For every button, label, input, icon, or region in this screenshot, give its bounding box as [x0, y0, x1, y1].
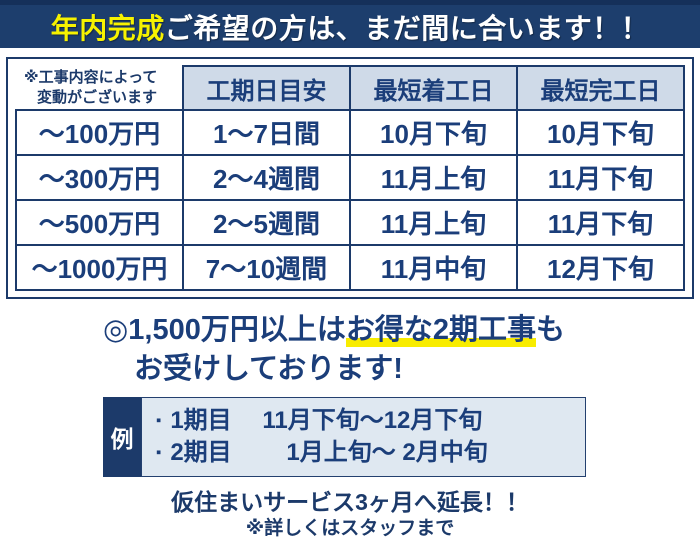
row-label: ～500万円 — [15, 199, 184, 246]
table-header-row: ※工事内容によって 変動がございます 工期日目安 最短着工日 最短完工日 — [16, 65, 685, 111]
table-row: ～1000万円 7～10週間 11月中旬 12月下旬 — [15, 244, 685, 291]
promo-line1: ◎1,500万円以上はお得な2期工事も — [103, 310, 700, 350]
table-note: ※工事内容によって 変動がございます — [16, 66, 183, 110]
row-label: ～1000万円 — [15, 244, 184, 291]
cell-finish: 11月下旬 — [516, 154, 685, 201]
row-label: ～300万円 — [15, 154, 184, 201]
footer-note-text: ※詳しくはスタッフまで — [245, 518, 455, 539]
cell-start: 11月中旬 — [349, 244, 518, 291]
example-item-text: 1期目 11月下旬～12月下旬 — [170, 407, 483, 434]
example-tab-label: 例 — [103, 397, 141, 477]
promo-section: ◎1,500万円以上はお得な2期工事も お受けしております! — [103, 310, 700, 388]
banner-highlight-text: 年内完成 — [50, 12, 165, 44]
example-item: ▪ 1期目 11月下旬～12月下旬 — [156, 405, 585, 437]
cell-start: 11月上旬 — [349, 199, 518, 246]
cell-start: 10月下旬 — [349, 109, 518, 156]
footer-section: 仮住まいサービス3ヶ月へ延長！！ ※詳しくはスタッフまで — [0, 488, 700, 541]
table-note-line1: ※工事内容によって — [24, 69, 158, 86]
column-header-earliest-finish: 最短完工日 — [516, 65, 685, 111]
promo-highlighted-text: お得な2期工事 — [345, 314, 537, 347]
cell-start: 11月上旬 — [349, 154, 518, 201]
schedule-table-box: ※工事内容によって 変動がございます 工期日目安 最短着工日 最短完工日 ～10… — [6, 57, 694, 299]
promo-prefix: ◎1,500万円以上は — [103, 314, 346, 346]
cell-duration: 2～5週間 — [182, 199, 351, 246]
table-row: ～100万円 1～7日間 10月下旬 10月下旬 — [15, 109, 685, 156]
table-row: ～500万円 2～5週間 11月上旬 11月下旬 — [15, 199, 685, 246]
cell-finish: 11月下旬 — [516, 199, 685, 246]
footer-service-text: 仮住まいサービス3ヶ月へ延長！！ — [171, 489, 529, 515]
schedule-table: ※工事内容によって 変動がございます 工期日目安 最短着工日 最短完工日 ～10… — [15, 65, 685, 291]
column-header-earliest-start: 最短着工日 — [349, 65, 518, 111]
table-note-line2: 変動がございます — [37, 88, 158, 106]
banner-rest-text: ご希望の方は、まだ間に合います！！ — [164, 12, 650, 44]
example-item: ▪ 2期目 1月上旬～ 2月中旬 — [156, 437, 585, 469]
row-label: ～100万円 — [15, 109, 184, 156]
promo-suffix: も — [536, 314, 566, 346]
banner-text: 年内完成ご希望の方は、まだ間に合います！！ — [51, 7, 650, 47]
cell-duration: 1～7日間 — [182, 109, 351, 156]
table-row: ～300万円 2～4週間 11月上旬 11月下旬 — [15, 154, 685, 201]
square-bullet-icon: ▪ — [156, 444, 162, 461]
cell-duration: 2～4週間 — [182, 154, 351, 201]
header-banner: 年内完成ご希望の方は、まだ間に合います！！ — [0, 0, 700, 48]
promo-line2: お受けしております! — [134, 353, 403, 385]
example-body: ▪ 1期目 11月下旬～12月下旬 ▪ 2期目 1月上旬～ 2月中旬 — [141, 397, 586, 477]
cell-duration: 7～10週間 — [182, 244, 351, 291]
column-header-duration: 工期日目安 — [182, 65, 351, 111]
example-box: 例 ▪ 1期目 11月下旬～12月下旬 ▪ 2期目 1月上旬～ 2月中旬 — [103, 397, 586, 477]
cell-finish: 10月下旬 — [516, 109, 685, 156]
square-bullet-icon: ▪ — [156, 412, 162, 429]
example-item-text: 2期目 1月上旬～ 2月中旬 — [170, 439, 488, 466]
cell-finish: 12月下旬 — [516, 244, 685, 291]
